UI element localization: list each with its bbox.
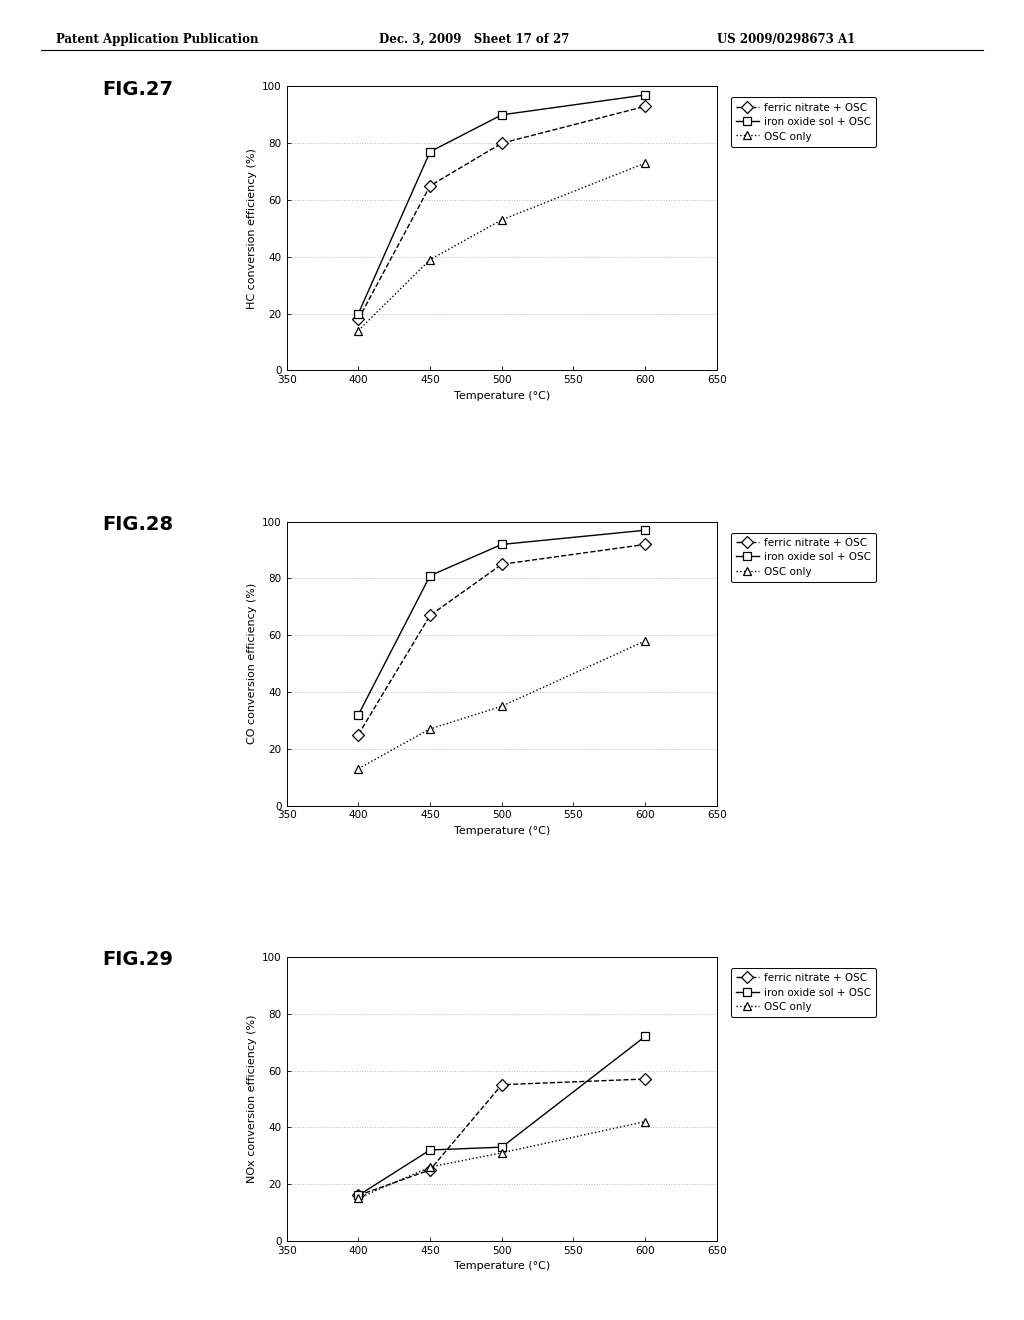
- iron oxide sol + OSC: [496, 107, 508, 123]
- Y-axis label: CO conversion efficiency (%): CO conversion efficiency (%): [247, 583, 257, 744]
- OSC only: [352, 760, 365, 776]
- ferric nitrate + OSC: [496, 136, 508, 152]
- Line: ferric nitrate + OSC: ferric nitrate + OSC: [354, 102, 649, 323]
- iron oxide sol + OSC: [424, 1142, 436, 1158]
- OSC only: [352, 1191, 365, 1206]
- Text: Dec. 3, 2009   Sheet 17 of 27: Dec. 3, 2009 Sheet 17 of 27: [379, 33, 569, 46]
- ferric nitrate + OSC: [639, 1071, 651, 1086]
- Text: FIG.27: FIG.27: [102, 79, 173, 99]
- iron oxide sol + OSC: [496, 1139, 508, 1155]
- iron oxide sol + OSC: [424, 568, 436, 583]
- Line: OSC only: OSC only: [354, 636, 649, 772]
- Line: iron oxide sol + OSC: iron oxide sol + OSC: [354, 1032, 649, 1200]
- X-axis label: Temperature (°C): Temperature (°C): [454, 826, 550, 836]
- X-axis label: Temperature (°C): Temperature (°C): [454, 391, 550, 401]
- OSC only: [496, 213, 508, 228]
- Line: iron oxide sol + OSC: iron oxide sol + OSC: [354, 527, 649, 719]
- Line: ferric nitrate + OSC: ferric nitrate + OSC: [354, 1074, 649, 1200]
- Legend: ferric nitrate + OSC, iron oxide sol + OSC, OSC only: ferric nitrate + OSC, iron oxide sol + O…: [730, 98, 877, 147]
- OSC only: [639, 634, 651, 649]
- ferric nitrate + OSC: [424, 178, 436, 194]
- OSC only: [352, 322, 365, 338]
- ferric nitrate + OSC: [639, 536, 651, 552]
- iron oxide sol + OSC: [352, 706, 365, 722]
- iron oxide sol + OSC: [352, 1188, 365, 1204]
- iron oxide sol + OSC: [496, 536, 508, 552]
- Text: Patent Application Publication: Patent Application Publication: [56, 33, 259, 46]
- ferric nitrate + OSC: [496, 557, 508, 573]
- Line: iron oxide sol + OSC: iron oxide sol + OSC: [354, 91, 649, 318]
- Text: FIG.28: FIG.28: [102, 515, 173, 535]
- ferric nitrate + OSC: [352, 312, 365, 327]
- Line: ferric nitrate + OSC: ferric nitrate + OSC: [354, 540, 649, 739]
- iron oxide sol + OSC: [424, 144, 436, 160]
- iron oxide sol + OSC: [639, 87, 651, 103]
- ferric nitrate + OSC: [352, 726, 365, 742]
- ferric nitrate + OSC: [424, 607, 436, 623]
- ferric nitrate + OSC: [424, 1162, 436, 1177]
- iron oxide sol + OSC: [639, 1028, 651, 1044]
- X-axis label: Temperature (°C): Temperature (°C): [454, 1261, 550, 1271]
- Line: OSC only: OSC only: [354, 1118, 649, 1203]
- iron oxide sol + OSC: [639, 523, 651, 539]
- OSC only: [424, 1159, 436, 1175]
- Text: FIG.29: FIG.29: [102, 950, 173, 969]
- OSC only: [639, 1114, 651, 1130]
- Y-axis label: HC conversion efficiency (%): HC conversion efficiency (%): [247, 148, 257, 309]
- Line: OSC only: OSC only: [354, 158, 649, 335]
- OSC only: [424, 252, 436, 268]
- ferric nitrate + OSC: [639, 99, 651, 115]
- Text: US 2009/0298673 A1: US 2009/0298673 A1: [717, 33, 855, 46]
- Y-axis label: NOx conversion efficiency (%): NOx conversion efficiency (%): [247, 1015, 257, 1183]
- OSC only: [639, 156, 651, 172]
- Legend: ferric nitrate + OSC, iron oxide sol + OSC, OSC only: ferric nitrate + OSC, iron oxide sol + O…: [730, 968, 877, 1018]
- OSC only: [496, 1144, 508, 1160]
- ferric nitrate + OSC: [352, 1188, 365, 1204]
- Legend: ferric nitrate + OSC, iron oxide sol + OSC, OSC only: ferric nitrate + OSC, iron oxide sol + O…: [730, 532, 877, 582]
- iron oxide sol + OSC: [352, 306, 365, 322]
- OSC only: [424, 721, 436, 737]
- OSC only: [496, 698, 508, 714]
- ferric nitrate + OSC: [496, 1077, 508, 1093]
